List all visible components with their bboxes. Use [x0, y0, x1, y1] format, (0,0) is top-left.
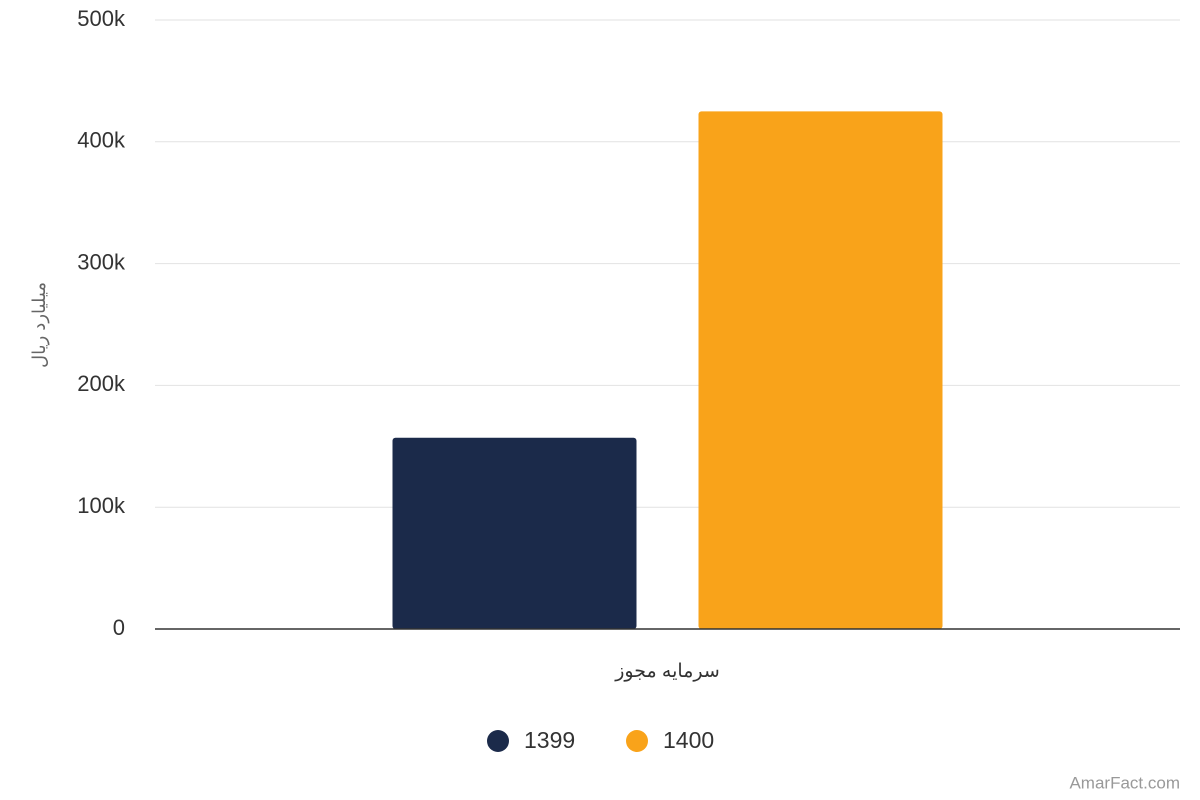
y-tick-label: 400k: [77, 128, 126, 153]
legend-marker: [626, 730, 648, 752]
credit: AmarFact.com: [1069, 773, 1180, 792]
legend-label: 1399: [524, 727, 575, 753]
y-tick-label: 100k: [77, 493, 126, 518]
y-tick-label: 0: [113, 615, 125, 640]
y-tick-label: 500k: [77, 6, 126, 31]
y-tick-label: 300k: [77, 249, 126, 274]
y-axis-label: میلیارد ریال: [29, 282, 49, 368]
bar: [392, 437, 637, 629]
legend-marker: [487, 730, 509, 752]
x-tick-label: سرمایه مجوز: [614, 661, 720, 682]
legend-label: 1400: [663, 727, 714, 753]
bar: [698, 111, 943, 630]
y-tick-label: 200k: [77, 371, 126, 396]
